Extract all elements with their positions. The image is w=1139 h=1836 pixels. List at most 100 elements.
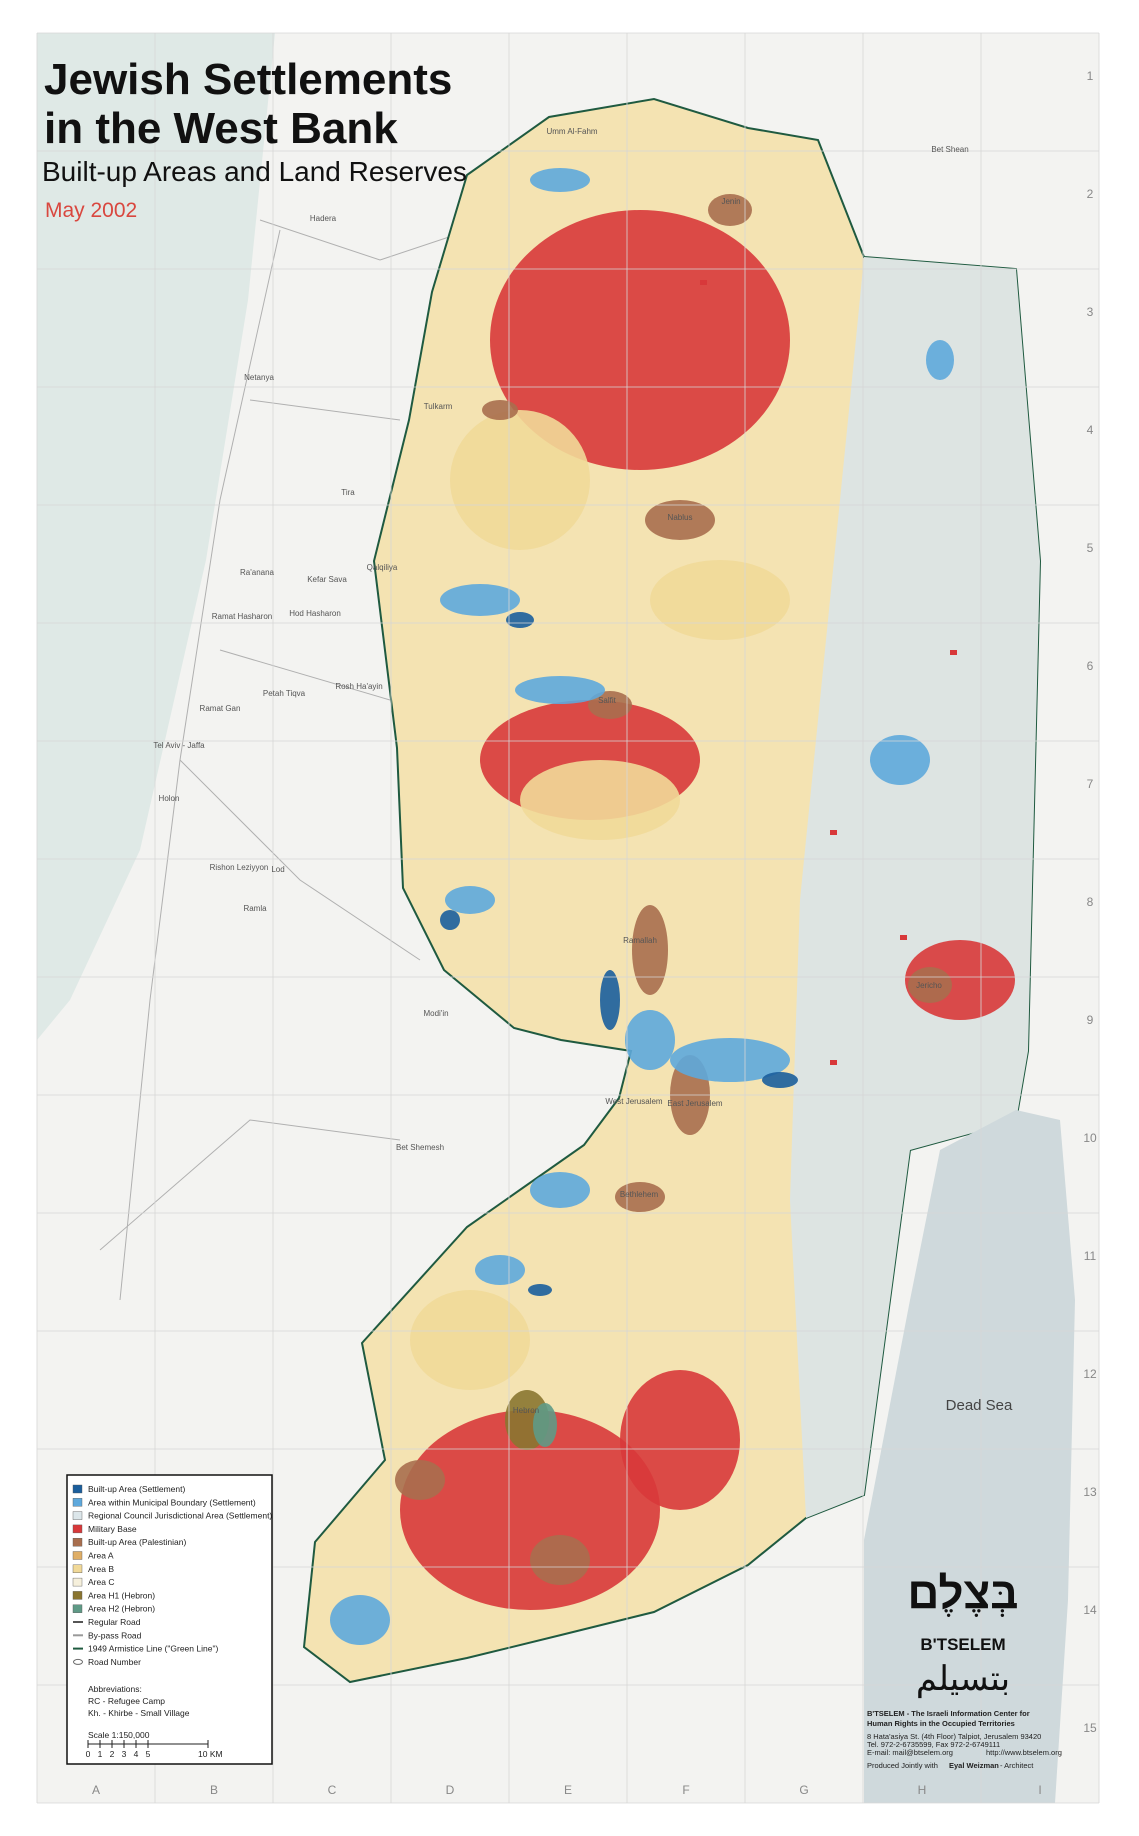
abbrev-title: Abbreviations:: [88, 1684, 142, 1694]
grid-row-label: 2: [1087, 187, 1094, 201]
place-label: Jenin: [721, 197, 740, 206]
land-area: [708, 194, 752, 226]
roads: [99, 219, 471, 1301]
road: [219, 649, 391, 701]
military-base: [830, 830, 837, 835]
land-area: [588, 691, 632, 719]
dead-sea-label: Dead Sea: [946, 1397, 1013, 1414]
place-label: Bet Shemesh: [396, 1143, 444, 1152]
place-label: Tulkarm: [424, 402, 453, 411]
legend-swatch: [72, 1537, 83, 1547]
land-area: [762, 1072, 798, 1088]
legend-label: 1949 Armistice Line ("Green Line"): [88, 1644, 218, 1654]
grid-column-label: I: [1038, 1783, 1041, 1797]
place-label: Ramla: [243, 904, 267, 913]
grid-column-label: H: [918, 1783, 927, 1797]
land-area: [515, 676, 605, 704]
land-area: [645, 500, 715, 540]
legend-label: Built-up Area (Palestinian): [88, 1537, 186, 1547]
land-area: [482, 400, 518, 420]
abbrev: RC - Refugee Camp: [88, 1696, 165, 1706]
credit: http://www.btselem.org: [986, 1748, 1062, 1757]
land-area: [445, 886, 495, 914]
grid-column-label: G: [799, 1783, 808, 1797]
legend-swatch: [72, 1498, 83, 1507]
land-area: [908, 967, 952, 1003]
date: May 2002: [45, 199, 137, 222]
sea: [37, 33, 275, 1040]
land-area: [650, 560, 790, 640]
road: [259, 219, 471, 261]
land-area: [533, 1403, 557, 1447]
legend-swatch: [72, 1551, 83, 1560]
land-area: [520, 760, 680, 840]
grid-row-label: 7: [1087, 777, 1094, 791]
land-area: [440, 910, 460, 930]
land-area: [490, 210, 790, 470]
legend-label: Road Number: [88, 1657, 141, 1667]
place-label: Ramat Hasharon: [212, 612, 272, 621]
title: Jewish Settlements: [44, 55, 452, 104]
dead-sea: [864, 1110, 1075, 1803]
land-area: [440, 584, 520, 616]
place-label: Bethlehem: [620, 1190, 659, 1199]
place-label: Petah Tiqva: [263, 689, 306, 698]
arabic-logo: بتسيلم: [916, 1660, 1010, 1699]
scale-tick-label: 1: [98, 1749, 103, 1759]
grid-row-label: 1: [1087, 69, 1094, 83]
place-label: West Jerusalem: [605, 1097, 663, 1106]
road: [249, 399, 401, 421]
place-label: Rishon Leziyyon: [210, 863, 269, 872]
grid-row-label: 12: [1083, 1367, 1097, 1381]
road: [119, 229, 281, 1301]
land-area: [450, 410, 590, 550]
grid-row-label: 14: [1083, 1603, 1097, 1617]
place-label: Tira: [341, 488, 355, 497]
place-label: Ramallah: [623, 936, 657, 945]
land-area: [506, 612, 534, 628]
scale-tick-label: 3: [122, 1749, 127, 1759]
legend-box: [66, 1474, 273, 1765]
grid-row-label: 11: [1084, 1249, 1097, 1263]
land-use-areas: [330, 168, 1015, 1645]
grid-row-label: 10: [1083, 1131, 1097, 1145]
legend-swatch: [72, 1577, 83, 1587]
legend-label: Area A: [88, 1551, 114, 1561]
place-label: East Jerusalem: [667, 1099, 722, 1108]
credit: Human Rights in the Occupied Territories: [867, 1719, 1015, 1728]
grid-row-label: 4: [1087, 423, 1094, 437]
grid-column-label: F: [682, 1783, 689, 1797]
land-area: [870, 735, 930, 785]
place-label: Salfit: [598, 696, 617, 705]
land-area: [625, 1010, 675, 1070]
scale-tick-label: 2: [110, 1749, 115, 1759]
legend-label: Area C: [88, 1577, 114, 1587]
credit: B'TSELEM - The Israeli Information Cente…: [867, 1709, 1030, 1718]
place-label: Modi'in: [423, 1009, 448, 1018]
land-area: [615, 1182, 665, 1212]
grid-row-label: 13: [1083, 1485, 1097, 1499]
scale-tick-label: 5: [146, 1749, 151, 1759]
road: [99, 1119, 401, 1251]
scale-end: 10 KM: [198, 1749, 223, 1759]
legend-label: Area within Municipal Boundary (Settleme…: [88, 1497, 256, 1507]
grid-column-label: A: [92, 1783, 100, 1797]
military-base: [700, 280, 707, 285]
land-area: [530, 168, 590, 192]
place-label: Hebron: [513, 1406, 539, 1415]
place-label: Lod: [271, 865, 284, 874]
legend-swatch: [73, 1658, 83, 1665]
land-area: [530, 1535, 590, 1585]
legend: Built-up Area (Settlement) Area within Mu…: [72, 1484, 272, 1667]
land-area: [600, 970, 620, 1030]
land-area: [330, 1595, 390, 1645]
place-label: Hod Hasharon: [289, 609, 341, 618]
grid-row-label: 8: [1087, 895, 1094, 909]
grid-column-label: B: [210, 1783, 218, 1797]
credit: 8 Hata'asiya St. (4th Floor) Talpiot, Je…: [867, 1732, 1041, 1741]
place-label: Kefar Sava: [307, 575, 347, 584]
place-label: Netanya: [244, 373, 274, 382]
legend-label: Regular Road: [88, 1617, 141, 1627]
place-label: Nablus: [668, 513, 693, 522]
